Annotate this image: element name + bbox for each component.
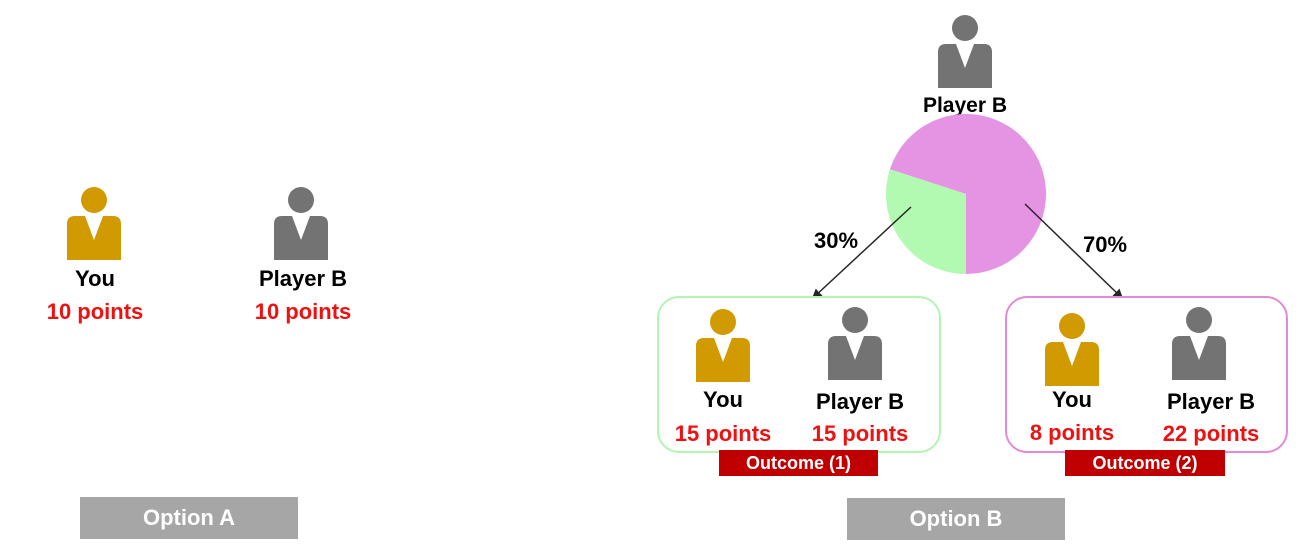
outcome-1-you-points: 15 points xyxy=(674,421,772,446)
player-b-icon xyxy=(826,306,884,380)
outcome-2-player-b-name: Player B xyxy=(1166,389,1256,414)
probability-outcome-1: 30% xyxy=(813,228,859,253)
pie-slice-outcome-2 xyxy=(889,114,1046,274)
pie-slice-outcome-1 xyxy=(886,169,966,274)
outcome-1-player-b-name: Player B xyxy=(815,389,905,414)
outcome-2-label: Outcome (2) xyxy=(1065,450,1225,476)
option-a-player-b-points: 10 points xyxy=(254,299,352,324)
arrow-to-outcome-1 xyxy=(811,206,912,300)
outcome-2-player-b-points: 22 points xyxy=(1162,421,1260,446)
option-a-you-name: You xyxy=(75,266,115,291)
option-a-player-b-name: Player B xyxy=(258,266,348,291)
outcome-2-you-name: You xyxy=(1052,387,1092,412)
chooser-player-b-name: Player B xyxy=(922,94,1008,117)
you-icon xyxy=(1043,312,1101,386)
probability-outcome-2: 70% xyxy=(1082,232,1128,257)
option-b-button[interactable]: Option B xyxy=(847,498,1065,540)
player-b-icon xyxy=(1170,306,1228,380)
arrow-to-outcome-2 xyxy=(1024,203,1124,300)
outcome-1-you-name: You xyxy=(703,387,743,412)
outcome-1-player-b-points: 15 points xyxy=(811,421,909,446)
you-icon xyxy=(694,308,752,382)
option-a-button[interactable]: Option A xyxy=(80,497,298,539)
option-a-you-points: 10 points xyxy=(46,299,144,324)
outcome-2-you-points: 8 points xyxy=(1029,420,1115,445)
outcome-1-label: Outcome (1) xyxy=(719,450,878,476)
